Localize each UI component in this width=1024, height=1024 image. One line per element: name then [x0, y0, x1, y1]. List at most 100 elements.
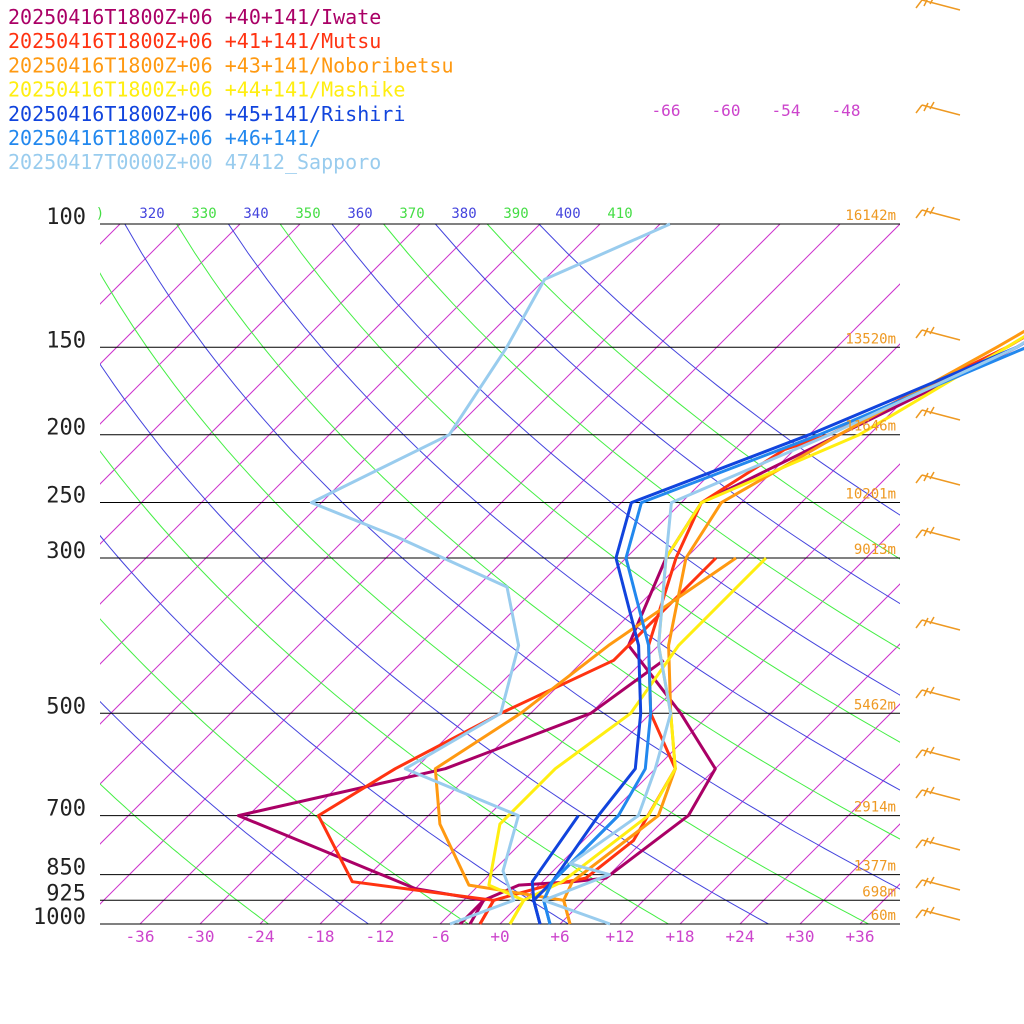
theta-label: 380: [451, 206, 476, 222]
temperature-tick-label: +12: [606, 927, 635, 946]
theta-line: [100, 363, 770, 924]
pressure-label: 700: [46, 797, 86, 822]
temperature-tick-label: -30: [186, 927, 215, 946]
wind-barb-icon: [915, 326, 961, 341]
legend-entry: 20250416T1800Z+06 +40+141/Iwate: [8, 5, 381, 29]
pressure-label: 850: [46, 856, 86, 881]
isotherm-line: [379, 403, 900, 924]
upper-temperature-label: -48: [832, 101, 861, 120]
isotherm-line: [799, 823, 900, 924]
pressure-label: 1000: [33, 905, 86, 930]
isotherm-line: [499, 523, 900, 924]
pressure-label: 925: [46, 881, 86, 906]
temperature-tick-label: -6: [430, 927, 449, 946]
theta-line: [486, 224, 900, 560]
height-label: 10201m: [845, 487, 896, 503]
temperature-tick-label: +36: [846, 927, 875, 946]
isotherm-line: [559, 583, 900, 924]
isotherm-line: [679, 703, 900, 924]
theta-line: [538, 224, 900, 516]
pressure-label: 500: [46, 694, 86, 719]
isotherm-line: [100, 224, 421, 545]
upper-temperature-label: -54: [772, 101, 801, 120]
theta-line: [331, 224, 900, 696]
height-label: 1377m: [854, 859, 896, 875]
legend-entry: 20250416T1800Z+06 +41+141/Mutsu: [8, 29, 381, 53]
dewpoint-trace: [316, 556, 718, 925]
theta-label: ): [96, 206, 104, 222]
height-label: 16142m: [845, 208, 896, 224]
upper-temperature-label: -60: [712, 101, 741, 120]
pressure-label: 150: [46, 328, 86, 353]
theta-label: 410: [607, 206, 632, 222]
legend-entry: 20250416T1800Z+06 +45+141/Rishiri: [8, 102, 405, 126]
theta-label: 340: [243, 206, 268, 222]
temperature-trace: [532, 341, 1024, 925]
isotherm-line: [100, 224, 661, 785]
isotherm-line: [980, 13, 1024, 924]
temperature-tick-label: +18: [666, 927, 695, 946]
height-label: 60m: [871, 908, 896, 924]
wind-barb-icon: [915, 616, 961, 631]
legend-entry: 20250416T1800Z+06 +43+141/Noboribetsu: [8, 53, 454, 77]
axis-labels: 100 16142m 150 13520m 200 11646m 250 10201m 300 9…: [33, 101, 896, 946]
theta-line: [100, 450, 670, 924]
wind-barb-icon: [915, 836, 961, 851]
height-label: 698m: [862, 884, 896, 900]
isotherm-line: [920, 13, 1024, 924]
wind-barb-icon: [915, 471, 961, 486]
isotherm-line: [739, 763, 900, 924]
dewpoint-trace: [487, 556, 768, 925]
theta-label: 360: [347, 206, 372, 222]
temperature-tick-label: -12: [366, 927, 395, 946]
wind-barb-icon: [915, 206, 961, 221]
temperature-trace: [508, 335, 1024, 925]
sounding-traces: [236, 222, 1024, 926]
wind-barb-icon: [915, 101, 961, 116]
temperature-tick-label: +30: [786, 927, 815, 946]
temperature-tick-label: -24: [246, 927, 275, 946]
wind-barb-icon: [915, 786, 961, 801]
dewpoint-trace: [309, 222, 671, 926]
theta-label: 370: [399, 206, 424, 222]
theta-label: 320: [139, 206, 164, 222]
temperature-tick-label: +0: [490, 927, 509, 946]
theta-line: [434, 224, 900, 605]
pressure-label: 100: [46, 205, 86, 230]
legend-entry: 20250416T1800Z+06 +44+141/Mashike: [8, 78, 405, 102]
temperature-trace: [562, 329, 1024, 925]
theta-line: [176, 224, 900, 840]
height-label: 9013m: [854, 542, 896, 558]
isotherm-line: [100, 224, 361, 485]
isotherm-line: [100, 224, 781, 905]
dewpoint-trace: [530, 814, 580, 925]
wind-barb-icon: [915, 746, 961, 761]
pressure-label: 300: [46, 539, 86, 564]
theta-line: [100, 783, 270, 924]
theta-label: 400: [555, 206, 580, 222]
wind-barbs: [915, 0, 961, 921]
temperature-tick-label: -18: [306, 927, 335, 946]
height-label: 13520m: [845, 331, 896, 347]
wind-barb-icon: [915, 876, 961, 891]
isotherm-line: [100, 224, 481, 605]
pressure-label: 250: [46, 484, 86, 509]
isotherm-line: [139, 224, 841, 924]
temperature-tick-label: +24: [726, 927, 755, 946]
theta-line: [227, 224, 900, 791]
isotherm-line: [319, 343, 900, 924]
wind-barb-icon: [915, 686, 961, 701]
theta-label: 350: [295, 206, 320, 222]
height-label: 2914m: [854, 800, 896, 816]
legend: 20250416T1800Z+06 +40+141/Iwate20250416T…: [8, 5, 454, 174]
height-label: 11646m: [845, 419, 896, 435]
theta-label: 390: [503, 206, 528, 222]
temperature-tick-label: -36: [126, 927, 155, 946]
legend-entry: 20250417T0000Z+00 47412_Sapporo: [8, 150, 381, 174]
isotherm-line: [859, 883, 900, 924]
wind-barb-icon: [915, 0, 961, 11]
temperature-trace: [542, 340, 1024, 926]
isotherm-line: [100, 224, 601, 725]
isotherm-line: [439, 463, 900, 924]
